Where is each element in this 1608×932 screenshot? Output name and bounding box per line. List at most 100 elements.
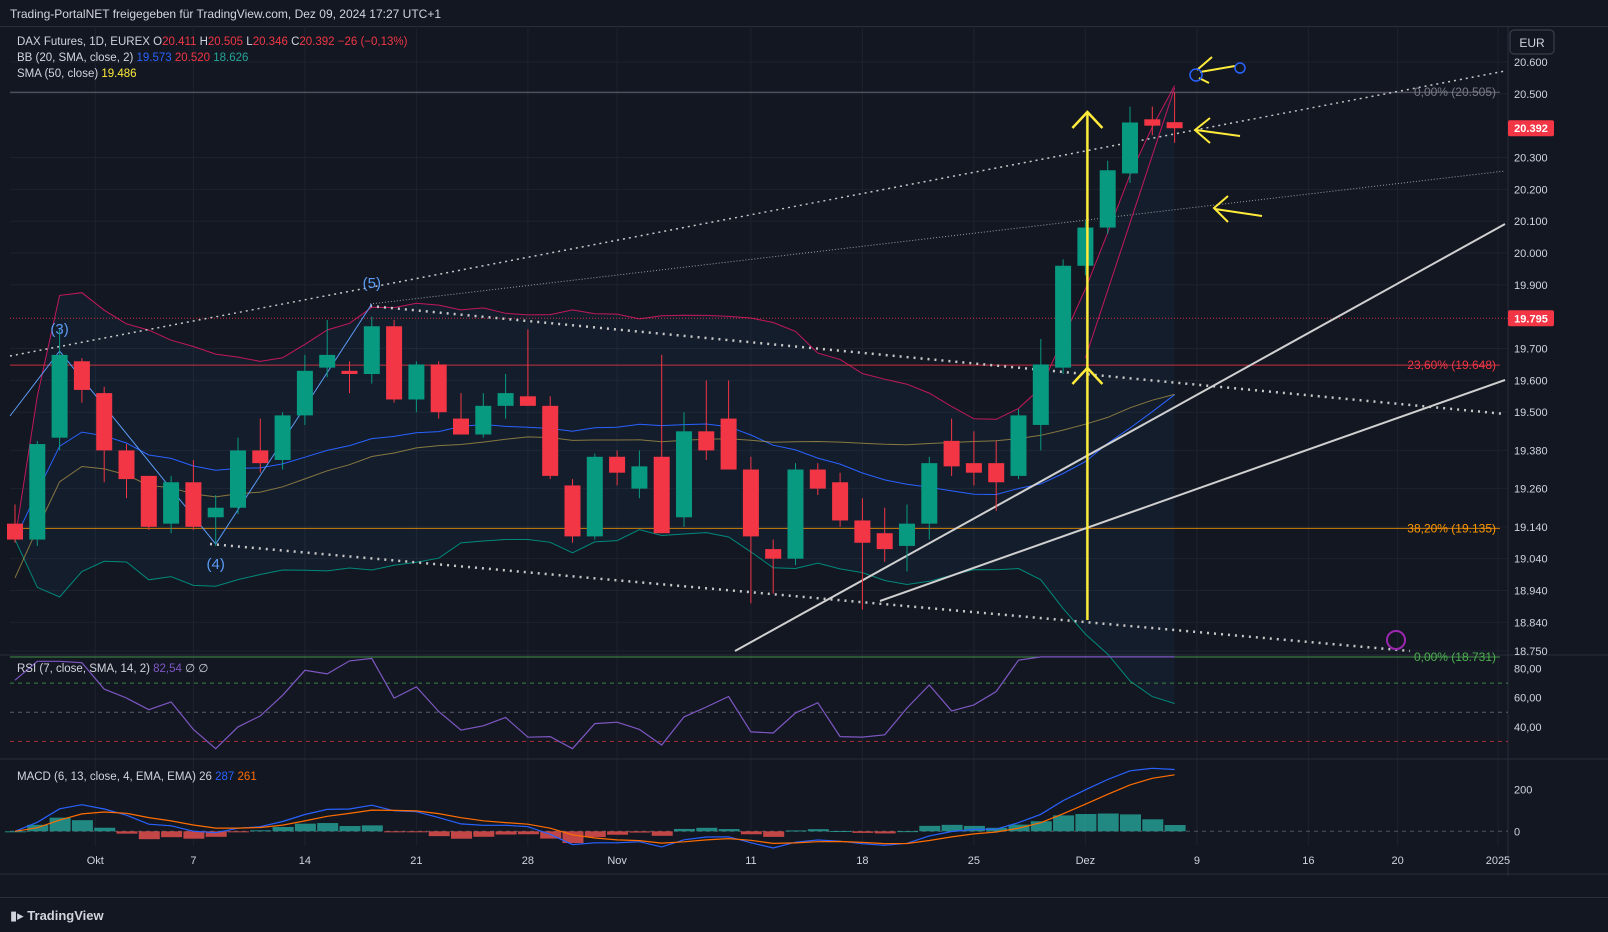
bb-lower-line	[14, 529, 1175, 704]
candle	[430, 361, 447, 419]
candle	[1099, 160, 1116, 234]
macd-hist-bar	[517, 831, 539, 835]
legend-rsi: RSI (7, close, SMA, 14, 2) 82,54 ∅ ∅	[17, 663, 208, 675]
date-tick: Dez	[1076, 855, 1096, 867]
price-tick: 19.380	[1514, 445, 1548, 457]
candle	[519, 329, 536, 406]
macd-hist-bar	[495, 831, 517, 835]
candle-body	[363, 326, 380, 375]
candle-body	[274, 415, 291, 460]
fib-label: 23,60% (19.648)	[1407, 358, 1496, 372]
chart-area[interactable]: 0,00% (20.505) 23,60% (19.648) 38,20% (19.…	[0, 26, 1608, 897]
legend-macd: MACD (6, 13, close, 4, EMA, EMA) 26 287 …	[17, 771, 257, 783]
candle	[631, 450, 648, 499]
bb-lower: 18.626	[213, 52, 248, 64]
candle-body	[96, 393, 113, 451]
bollinger-bands	[14, 85, 1176, 704]
candle-body	[854, 520, 871, 543]
support-line	[734, 223, 1506, 652]
wave-line	[9, 303, 373, 545]
candle	[698, 380, 715, 460]
ohlc-key: C	[291, 36, 299, 48]
candle-body	[475, 405, 492, 435]
level-price-label-bg	[1508, 310, 1554, 327]
candle	[586, 453, 603, 540]
candle	[653, 354, 670, 534]
price-tick: 20.300	[1514, 153, 1548, 165]
candle	[274, 412, 291, 470]
candle	[207, 494, 224, 546]
candle	[73, 358, 90, 403]
support-line-2	[879, 379, 1506, 602]
date-tick: 16	[1302, 855, 1314, 867]
rsi-value: 82,54	[153, 663, 185, 675]
macd-hist-bar	[473, 831, 495, 837]
candle-body	[742, 469, 759, 537]
lower-channel-line	[209, 542, 1411, 653]
upper-channel-line-2	[369, 170, 1506, 305]
rsi-tick: 40,00	[1514, 722, 1542, 734]
price-tick: 19.140	[1514, 522, 1548, 534]
legend-symbol: DAX Futures, 1D, EUREX O20.411 H20.505 L…	[17, 36, 408, 48]
candle	[787, 463, 804, 566]
currency-box	[1509, 29, 1555, 55]
macd-hist-bar	[897, 831, 918, 833]
macd-hist-bar	[161, 831, 183, 838]
macd-hist-bar	[696, 827, 718, 832]
date-tick: 21	[410, 855, 422, 867]
annotations	[1071, 56, 1406, 650]
ohlc-value: 20.346	[253, 36, 291, 48]
marker-circle	[1234, 62, 1246, 74]
macd-hist-bar	[1097, 813, 1119, 832]
candle-body	[631, 466, 648, 489]
macd-hist-bar	[852, 831, 874, 833]
candle-body	[430, 364, 447, 413]
macd-hist-bar	[807, 829, 829, 832]
last-price-label: 20.392	[1514, 123, 1548, 135]
candle	[1010, 409, 1027, 480]
price-tick: 20.100	[1514, 216, 1548, 228]
macd-hist-bar	[562, 831, 584, 844]
date-tick: 9	[1194, 855, 1200, 867]
macd-hist-bar	[116, 831, 138, 834]
candle-body	[29, 444, 46, 540]
candle	[765, 539, 782, 594]
price-tick: 20.500	[1514, 89, 1548, 101]
macd-hist-bar	[94, 827, 116, 832]
candle-body	[542, 405, 559, 476]
ohlc-key: L	[246, 36, 253, 48]
rsi-label: RSI (7, close, SMA, 14, 2)	[17, 663, 153, 675]
candle-body	[1010, 415, 1027, 476]
wave-label: (4)	[207, 556, 225, 573]
macd-hist-bar	[49, 817, 71, 832]
candle	[29, 440, 46, 546]
candle-body	[386, 326, 403, 400]
candle	[943, 418, 960, 476]
bb-upper: 20.520	[175, 52, 213, 64]
macd-hist-bar	[941, 824, 963, 832]
candle-body	[497, 393, 514, 406]
candle	[230, 437, 246, 515]
macd-hist-bar	[607, 831, 629, 835]
candle-body	[1032, 364, 1049, 425]
candle-body	[564, 485, 581, 537]
ohlc-key: H	[200, 36, 208, 48]
macd-hist-bar	[228, 831, 249, 833]
ohlc-value: 20.411	[162, 36, 200, 48]
macd-hist-bar	[1164, 825, 1186, 832]
rsi-tick: 60,00	[1514, 693, 1542, 705]
candle-body	[163, 482, 180, 524]
candle-body	[453, 418, 469, 435]
price-tick: 19.260	[1514, 484, 1548, 496]
footer: ▮▸ TradingView	[0, 897, 1608, 932]
candle	[854, 498, 871, 610]
annotation-arrowhead	[1071, 366, 1104, 385]
candle-body	[653, 456, 670, 534]
candle	[252, 418, 269, 473]
macd-hist-bar	[963, 825, 985, 832]
macd-value: 287	[215, 771, 237, 783]
ohlc-value: 20.505	[208, 36, 246, 48]
candle	[408, 361, 425, 413]
candle	[96, 386, 113, 483]
sma-label: SMA (50, close)	[17, 68, 101, 80]
